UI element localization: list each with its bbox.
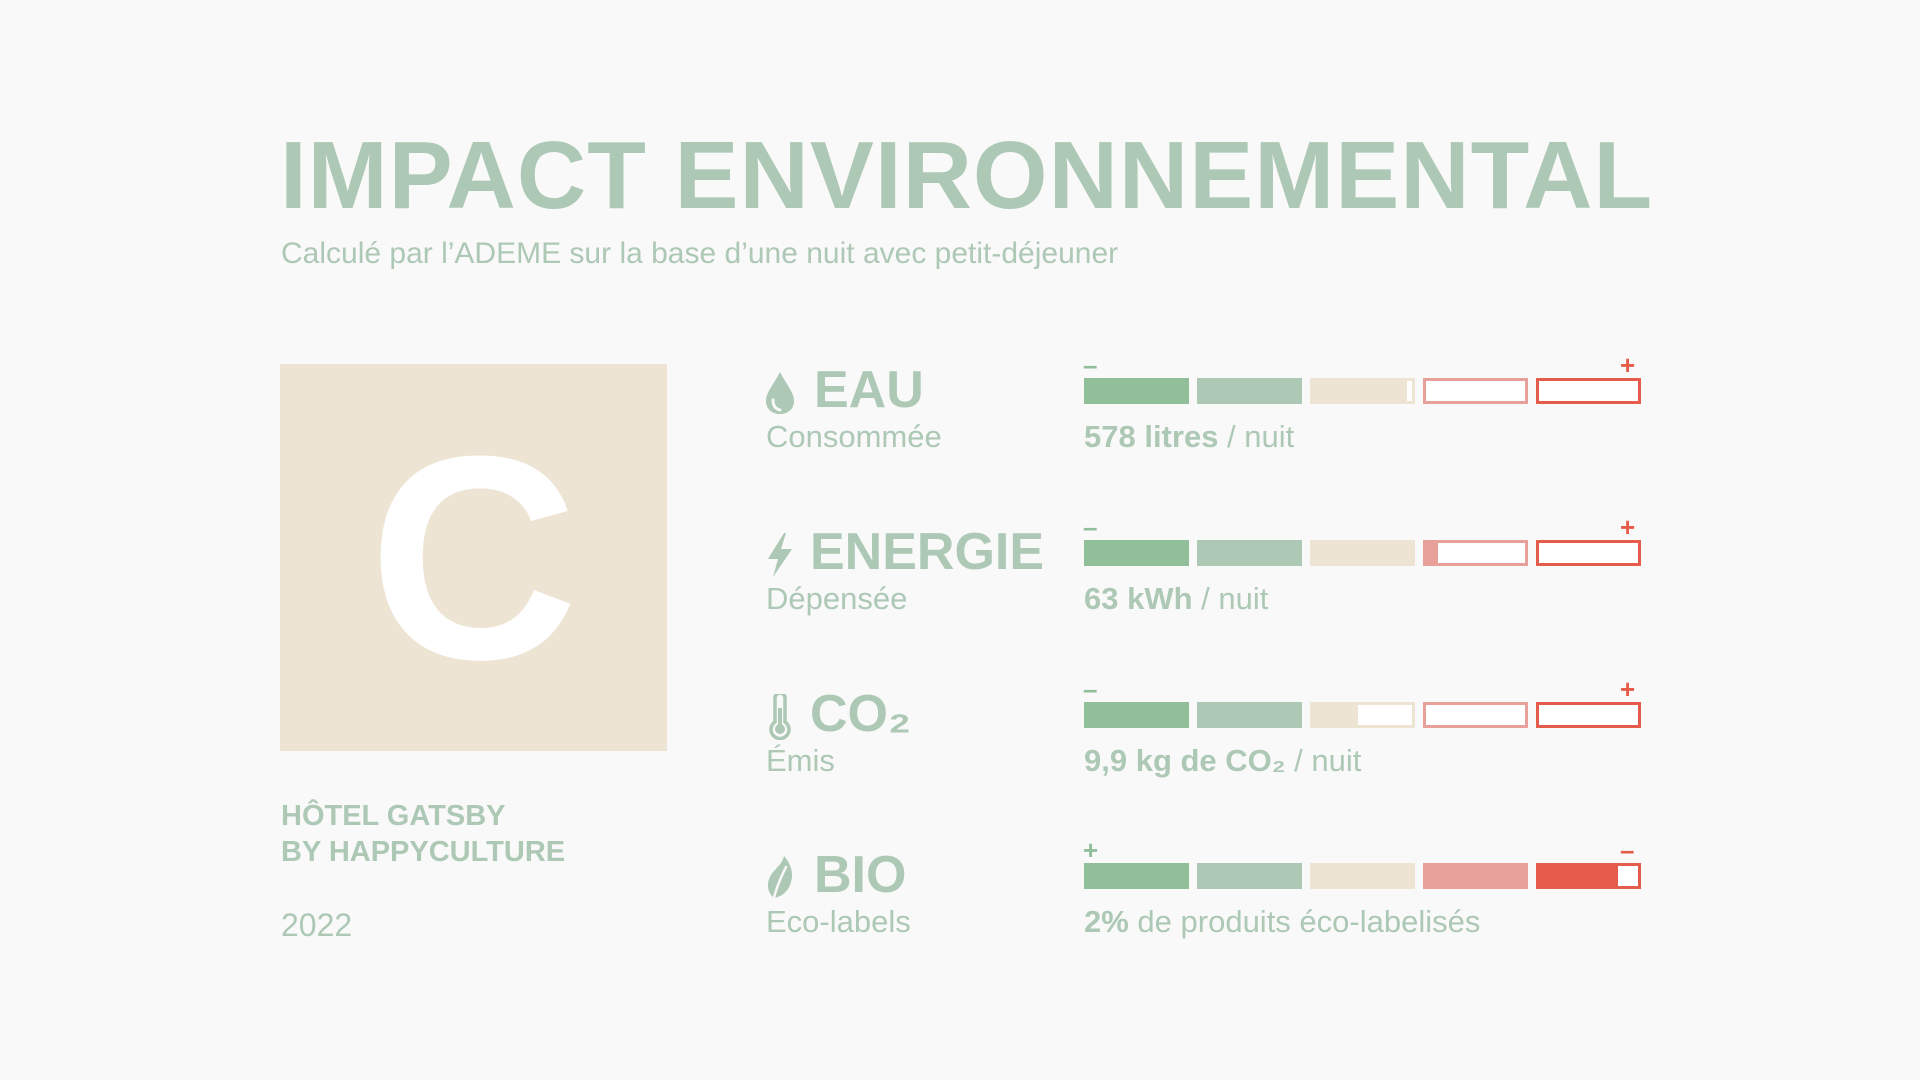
- metric-label: EAU: [814, 361, 924, 419]
- water-drop-icon: [762, 370, 798, 416]
- gauge-segment: [1536, 863, 1641, 889]
- page-title: IMPACT ENVIRONNEMENTAL: [280, 122, 1654, 229]
- hotel-name: HÔTEL GATSBY BY HAPPYCULTURE: [281, 798, 565, 870]
- lightning-icon: [762, 532, 798, 578]
- scale-high-marker: –: [1620, 835, 1635, 865]
- metric-sublabel: Consommée: [766, 419, 942, 454]
- grade-letter: C: [368, 395, 579, 720]
- metric-value-unit: / nuit: [1285, 743, 1362, 778]
- gauge-segment: [1310, 702, 1415, 728]
- gauge-segment: [1423, 540, 1528, 566]
- metric-sublabel: Dépensée: [766, 581, 908, 616]
- scale-high-marker: +: [1620, 674, 1636, 704]
- metric-sublabel: Eco-labels: [766, 904, 911, 939]
- gauge-segment: [1536, 702, 1641, 728]
- gauge-segment: [1084, 863, 1189, 889]
- metric-label: CO₂: [810, 685, 912, 743]
- gauge-segment-fill: [1539, 866, 1619, 886]
- gauge-segment: [1084, 702, 1189, 728]
- scale-low-marker: –: [1083, 512, 1098, 542]
- scale-low-marker: –: [1083, 674, 1098, 704]
- metric-value: 578 litres / nuit: [1084, 418, 1294, 456]
- metric-value: 9,9 kg de CO₂ / nuit: [1084, 742, 1361, 780]
- metric-value-bold: 578 litres: [1084, 419, 1219, 454]
- metric-value-unit: de produits éco-labelisés: [1128, 904, 1481, 939]
- gauge-segment: [1310, 378, 1415, 404]
- gauge-segment: [1197, 702, 1302, 728]
- leaf-icon: [762, 855, 798, 901]
- gauge-segment: [1197, 378, 1302, 404]
- gauge-segment: [1197, 540, 1302, 566]
- metric-value-bold: 2%: [1084, 904, 1129, 939]
- level-gauge: [1084, 863, 1641, 889]
- gauge-segment: [1536, 378, 1641, 404]
- metric-value-unit: / nuit: [1192, 581, 1269, 616]
- gauge-segment: [1536, 540, 1641, 566]
- metric-label: BIO: [814, 846, 907, 904]
- gauge-segment: [1310, 863, 1415, 889]
- metric-value-unit: / nuit: [1218, 419, 1295, 454]
- gauge-segment: [1423, 378, 1528, 404]
- grade-badge: C: [280, 364, 667, 751]
- scale-low-marker: +: [1083, 835, 1099, 865]
- year: 2022: [281, 907, 353, 943]
- metric-row-co2: CO₂ Émis – + 9,9 kg de CO₂ / nuit: [0, 676, 1920, 804]
- metric-value: 2% de produits éco-labelisés: [1084, 903, 1480, 941]
- metric-value-bold: 63 kWh: [1084, 581, 1193, 616]
- gauge-segment: [1084, 540, 1189, 566]
- thermometer-icon: [762, 694, 798, 740]
- hotel-name-line1: HÔTEL GATSBY: [281, 800, 506, 832]
- gauge-segment: [1084, 378, 1189, 404]
- hotel-name-line2: BY HAPPYCULTURE: [281, 836, 566, 868]
- page-subtitle: Calculé par l’ADEME sur la base d’une nu…: [281, 237, 1119, 270]
- metric-value: 63 kWh / nuit: [1084, 580, 1268, 618]
- level-gauge: [1084, 378, 1641, 404]
- level-gauge: [1084, 540, 1641, 566]
- gauge-segment-fill: [1313, 381, 1408, 401]
- metric-row-eau: EAU Consommée – + 578 litres / nuit: [0, 352, 1920, 480]
- gauge-segment: [1423, 702, 1528, 728]
- metric-sublabel: Émis: [766, 743, 835, 778]
- metric-label: ENERGIE: [810, 523, 1045, 581]
- level-gauge: [1084, 702, 1641, 728]
- gauge-segment-fill: [1426, 543, 1439, 563]
- scale-high-marker: +: [1620, 350, 1636, 380]
- metric-row-bio: BIO Eco-labels + – 2% de produits éco-la…: [0, 837, 1920, 965]
- metric-row-energie: ENERGIE Dépensée – + 63 kWh / nuit: [0, 514, 1920, 642]
- scale-high-marker: +: [1620, 512, 1636, 542]
- gauge-segment-fill: [1313, 705, 1358, 725]
- scale-low-marker: –: [1083, 350, 1098, 380]
- metric-value-bold: 9,9 kg de CO₂: [1084, 743, 1286, 778]
- gauge-segment: [1197, 863, 1302, 889]
- gauge-segment: [1423, 863, 1528, 889]
- gauge-segment: [1310, 540, 1415, 566]
